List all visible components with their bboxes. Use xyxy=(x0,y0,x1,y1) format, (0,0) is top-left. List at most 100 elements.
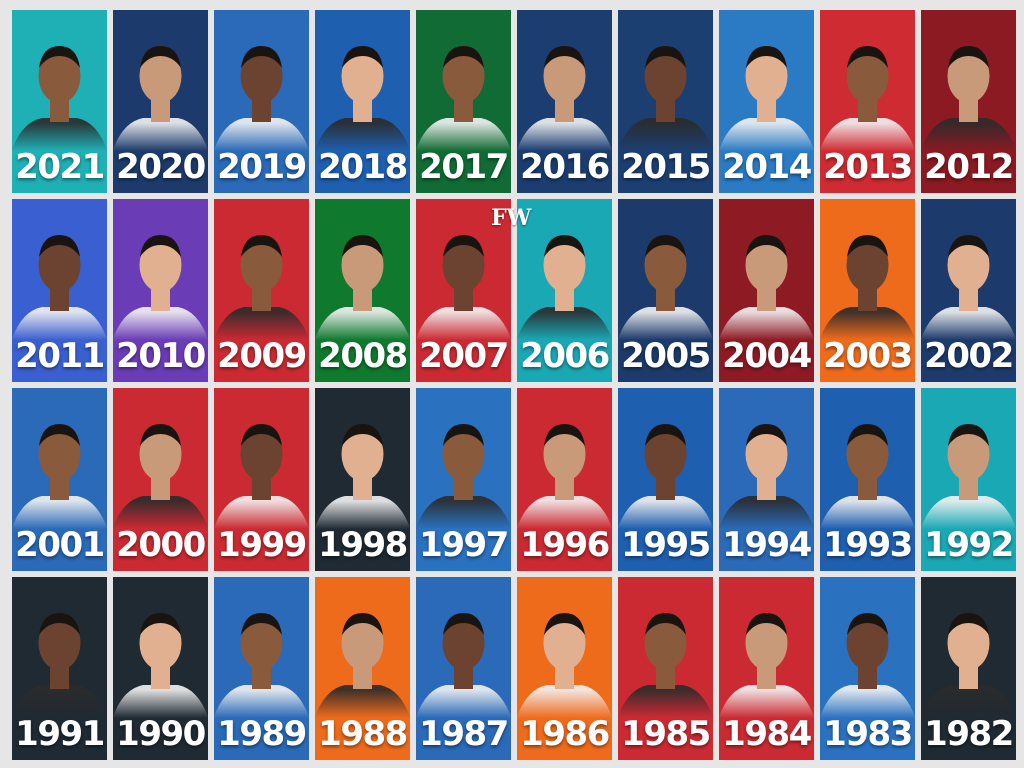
player-tile: 1983 xyxy=(820,577,915,760)
tile-shade xyxy=(719,501,814,571)
tile-shade xyxy=(214,690,309,760)
year-label: 1996 xyxy=(520,525,610,565)
player-tile: 1997 xyxy=(416,388,511,571)
fw-logo: FW xyxy=(491,205,532,231)
year-label: 2004 xyxy=(722,336,812,376)
tile-shade xyxy=(113,312,208,382)
player-tile: 2016 xyxy=(517,10,612,193)
year-label: 2010 xyxy=(116,336,206,376)
player-tile: 1994 xyxy=(719,388,814,571)
year-label: 2021 xyxy=(15,147,105,187)
tile-shade xyxy=(820,690,915,760)
year-label: 1997 xyxy=(419,525,509,565)
player-tile: 2010 xyxy=(113,199,208,382)
year-label: 2002 xyxy=(924,336,1014,376)
year-label: 2011 xyxy=(15,336,105,376)
year-label: 1990 xyxy=(116,714,206,754)
tile-shade xyxy=(921,690,1016,760)
year-label: 2020 xyxy=(116,147,206,187)
player-tile: 2001 xyxy=(12,388,107,571)
player-tile: 1991 xyxy=(12,577,107,760)
year-label: 1982 xyxy=(924,714,1014,754)
tile-shade xyxy=(517,690,612,760)
tile-shade xyxy=(12,123,107,193)
year-label: 1989 xyxy=(217,714,307,754)
tile-shade xyxy=(517,501,612,571)
tile-shade xyxy=(315,501,410,571)
player-tile: 2003 xyxy=(820,199,915,382)
year-label: 1984 xyxy=(722,714,812,754)
tile-shade xyxy=(315,123,410,193)
player-tile: 2020 xyxy=(113,10,208,193)
tile-shade xyxy=(517,312,612,382)
tile-shade xyxy=(719,312,814,382)
player-tile: 1993 xyxy=(820,388,915,571)
year-label: 2018 xyxy=(318,147,408,187)
year-label: 2016 xyxy=(520,147,610,187)
tile-shade xyxy=(618,123,713,193)
player-tile: 2018 xyxy=(315,10,410,193)
year-label: 2019 xyxy=(217,147,307,187)
tile-shade xyxy=(416,501,511,571)
player-tile: 2002 xyxy=(921,199,1016,382)
year-label: 2000 xyxy=(116,525,206,565)
player-tile: 1985 xyxy=(618,577,713,760)
tile-shade xyxy=(820,501,915,571)
tile-shade xyxy=(416,123,511,193)
tile-shade xyxy=(921,501,1016,571)
tile-shade xyxy=(12,501,107,571)
tile-shade xyxy=(719,123,814,193)
year-label: 1986 xyxy=(520,714,610,754)
year-label: 2017 xyxy=(419,147,509,187)
player-tile: 1995 xyxy=(618,388,713,571)
year-label: 1999 xyxy=(217,525,307,565)
player-tile: 1990 xyxy=(113,577,208,760)
player-tile: 2005 xyxy=(618,199,713,382)
tile-shade xyxy=(921,312,1016,382)
tile-shade xyxy=(416,690,511,760)
player-tile: 2006 xyxy=(517,199,612,382)
player-tile: 1987 xyxy=(416,577,511,760)
player-tile: 2013 xyxy=(820,10,915,193)
tile-shade xyxy=(12,690,107,760)
player-tile: 2000 xyxy=(113,388,208,571)
year-label: 1994 xyxy=(722,525,812,565)
year-label: 2013 xyxy=(823,147,913,187)
tile-shade xyxy=(820,123,915,193)
year-label: 2008 xyxy=(318,336,408,376)
player-tile: 2015 xyxy=(618,10,713,193)
player-tile: 1996 xyxy=(517,388,612,571)
player-tile: 1989 xyxy=(214,577,309,760)
tile-shade xyxy=(618,312,713,382)
player-tile: 1999 xyxy=(214,388,309,571)
tile-shade xyxy=(113,690,208,760)
year-label: 2015 xyxy=(621,147,711,187)
year-label: 2014 xyxy=(722,147,812,187)
year-label: 1995 xyxy=(621,525,711,565)
player-tile: 2014 xyxy=(719,10,814,193)
year-label: 2012 xyxy=(924,147,1014,187)
player-tile: 2017 xyxy=(416,10,511,193)
year-label: 2007 xyxy=(419,336,509,376)
tile-shade xyxy=(214,501,309,571)
year-label: 2003 xyxy=(823,336,913,376)
player-tile: 2007 xyxy=(416,199,511,382)
year-label: 2001 xyxy=(15,525,105,565)
player-tile: 1988 xyxy=(315,577,410,760)
player-tile: 1992 xyxy=(921,388,1016,571)
tile-shade xyxy=(315,312,410,382)
player-tile: 1984 xyxy=(719,577,814,760)
year-label: 1991 xyxy=(15,714,105,754)
year-label: 1998 xyxy=(318,525,408,565)
player-tile: 1982 xyxy=(921,577,1016,760)
year-label: 1992 xyxy=(924,525,1014,565)
tile-shade xyxy=(820,312,915,382)
tile-shade xyxy=(416,312,511,382)
player-tile: 2004 xyxy=(719,199,814,382)
player-tile: 2012 xyxy=(921,10,1016,193)
player-tile: 2019 xyxy=(214,10,309,193)
year-label: 2005 xyxy=(621,336,711,376)
player-tile: 2008 xyxy=(315,199,410,382)
year-label: 2006 xyxy=(520,336,610,376)
player-tile: 2011 xyxy=(12,199,107,382)
